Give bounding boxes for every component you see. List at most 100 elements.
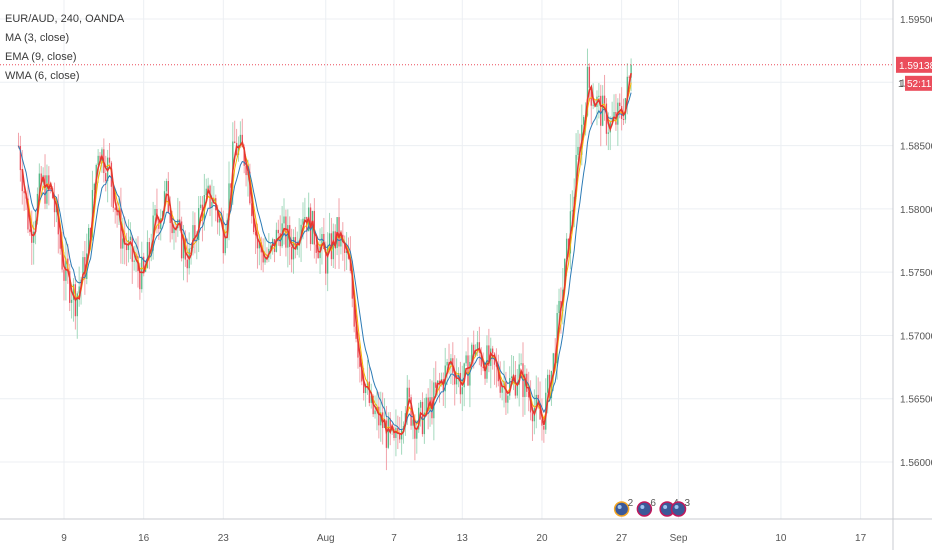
candle-body [277, 229, 279, 234]
candle-body [205, 188, 207, 196]
candle-body [571, 210, 573, 212]
candle-body [146, 242, 149, 268]
wma-line [27, 82, 632, 435]
candle-body [528, 391, 530, 398]
candle-body [478, 342, 481, 353]
y-tick-label: 1.56500 [900, 395, 932, 406]
candle-body [355, 326, 357, 339]
indicator-ema-label[interactable]: EMA (9, close) [5, 51, 77, 63]
candle-body [459, 372, 462, 395]
candle-body [93, 183, 95, 190]
event-marker[interactable]: 2 [613, 498, 634, 517]
candle-body [125, 244, 128, 251]
y-tick-label: 1.59500 [900, 15, 932, 26]
candle-body [628, 76, 630, 78]
candle-body [179, 219, 181, 222]
candle-body [177, 219, 179, 229]
candle-body [474, 350, 477, 357]
candle-body [408, 387, 410, 398]
x-tick-label: 10 [775, 533, 787, 544]
candle-body [613, 111, 615, 119]
candle-body [326, 245, 329, 274]
candle-body [463, 363, 465, 388]
event-flag-dot [674, 505, 679, 509]
candle-body [539, 403, 541, 420]
candle-body [88, 227, 90, 254]
event-marker[interactable]: 6 [636, 498, 656, 517]
candle-body [198, 208, 200, 241]
candle-body [48, 175, 50, 189]
candle-body [484, 367, 486, 379]
candle-body [251, 203, 253, 217]
candle-body [105, 173, 107, 182]
chart-legend: EUR/AUD, 240, OANDA MA (3, close) EMA (9… [5, 10, 124, 86]
candle-body [518, 364, 520, 385]
candle-body [467, 355, 469, 386]
candle-body [232, 141, 234, 188]
candle-body [315, 244, 317, 253]
candle-body [31, 231, 33, 243]
candle-body [438, 380, 441, 384]
candle-body [216, 210, 219, 223]
candle-body [505, 381, 507, 403]
countdown-prefix: 1 [898, 79, 904, 90]
candle-body [97, 155, 99, 166]
candle-body [421, 401, 424, 435]
candle-body [59, 234, 61, 249]
candle-body [33, 231, 35, 243]
symbol-title[interactable]: EUR/AUD, 240, OANDA [5, 13, 125, 25]
candle-body [112, 186, 114, 208]
candle-body [139, 271, 141, 290]
candle-body [304, 217, 306, 219]
candle-body [359, 357, 361, 367]
candle-body [131, 236, 133, 262]
indicator-wma-label[interactable]: WMA (6, close) [5, 70, 80, 82]
candle-body [524, 373, 526, 397]
event-markers[interactable]: 2643 [613, 498, 691, 517]
candle-body [40, 173, 42, 182]
candle-body [446, 361, 448, 366]
candle-body [283, 216, 285, 224]
candle-body [23, 191, 25, 194]
event-flag-icon [670, 501, 687, 517]
candle-body [353, 298, 355, 327]
candle-body [222, 221, 224, 254]
candle-body [154, 208, 156, 216]
candle-body [395, 427, 397, 438]
candle-body [163, 191, 166, 212]
y-tick-label: 1.57000 [900, 331, 932, 342]
candle-body [501, 385, 503, 393]
candle-body [558, 300, 560, 314]
candle-body [425, 397, 427, 413]
candle-body [239, 134, 242, 145]
candle-body [148, 242, 150, 255]
candle-body [605, 103, 608, 134]
candle-body [317, 252, 319, 259]
x-tick-label: 13 [457, 533, 469, 544]
candle-body [120, 208, 122, 249]
candle-body [397, 427, 399, 434]
candle-body [27, 198, 29, 230]
candle-body [361, 366, 363, 382]
y-tick-label: 1.58500 [900, 142, 932, 153]
event-marker[interactable]: 3 [670, 498, 691, 517]
candle-body [529, 397, 532, 413]
candle-body [338, 217, 340, 247]
event-flag-dot [663, 505, 668, 509]
indicator-ma-label[interactable]: MA (3, close) [5, 32, 70, 44]
x-tick-label: Sep [670, 533, 688, 544]
y-tick-label: 1.58000 [900, 205, 932, 216]
candle-body [454, 372, 456, 385]
candle-body [393, 429, 395, 438]
candle-body [245, 165, 247, 176]
candle-body [70, 299, 73, 303]
candle-body [287, 225, 289, 248]
event-flag-dot [617, 505, 622, 509]
candle-body [476, 342, 479, 351]
event-flag-icon [613, 501, 630, 517]
candle-body [82, 257, 84, 280]
candle-body [224, 238, 226, 254]
candle-body [169, 213, 171, 224]
candle-body [78, 286, 80, 294]
